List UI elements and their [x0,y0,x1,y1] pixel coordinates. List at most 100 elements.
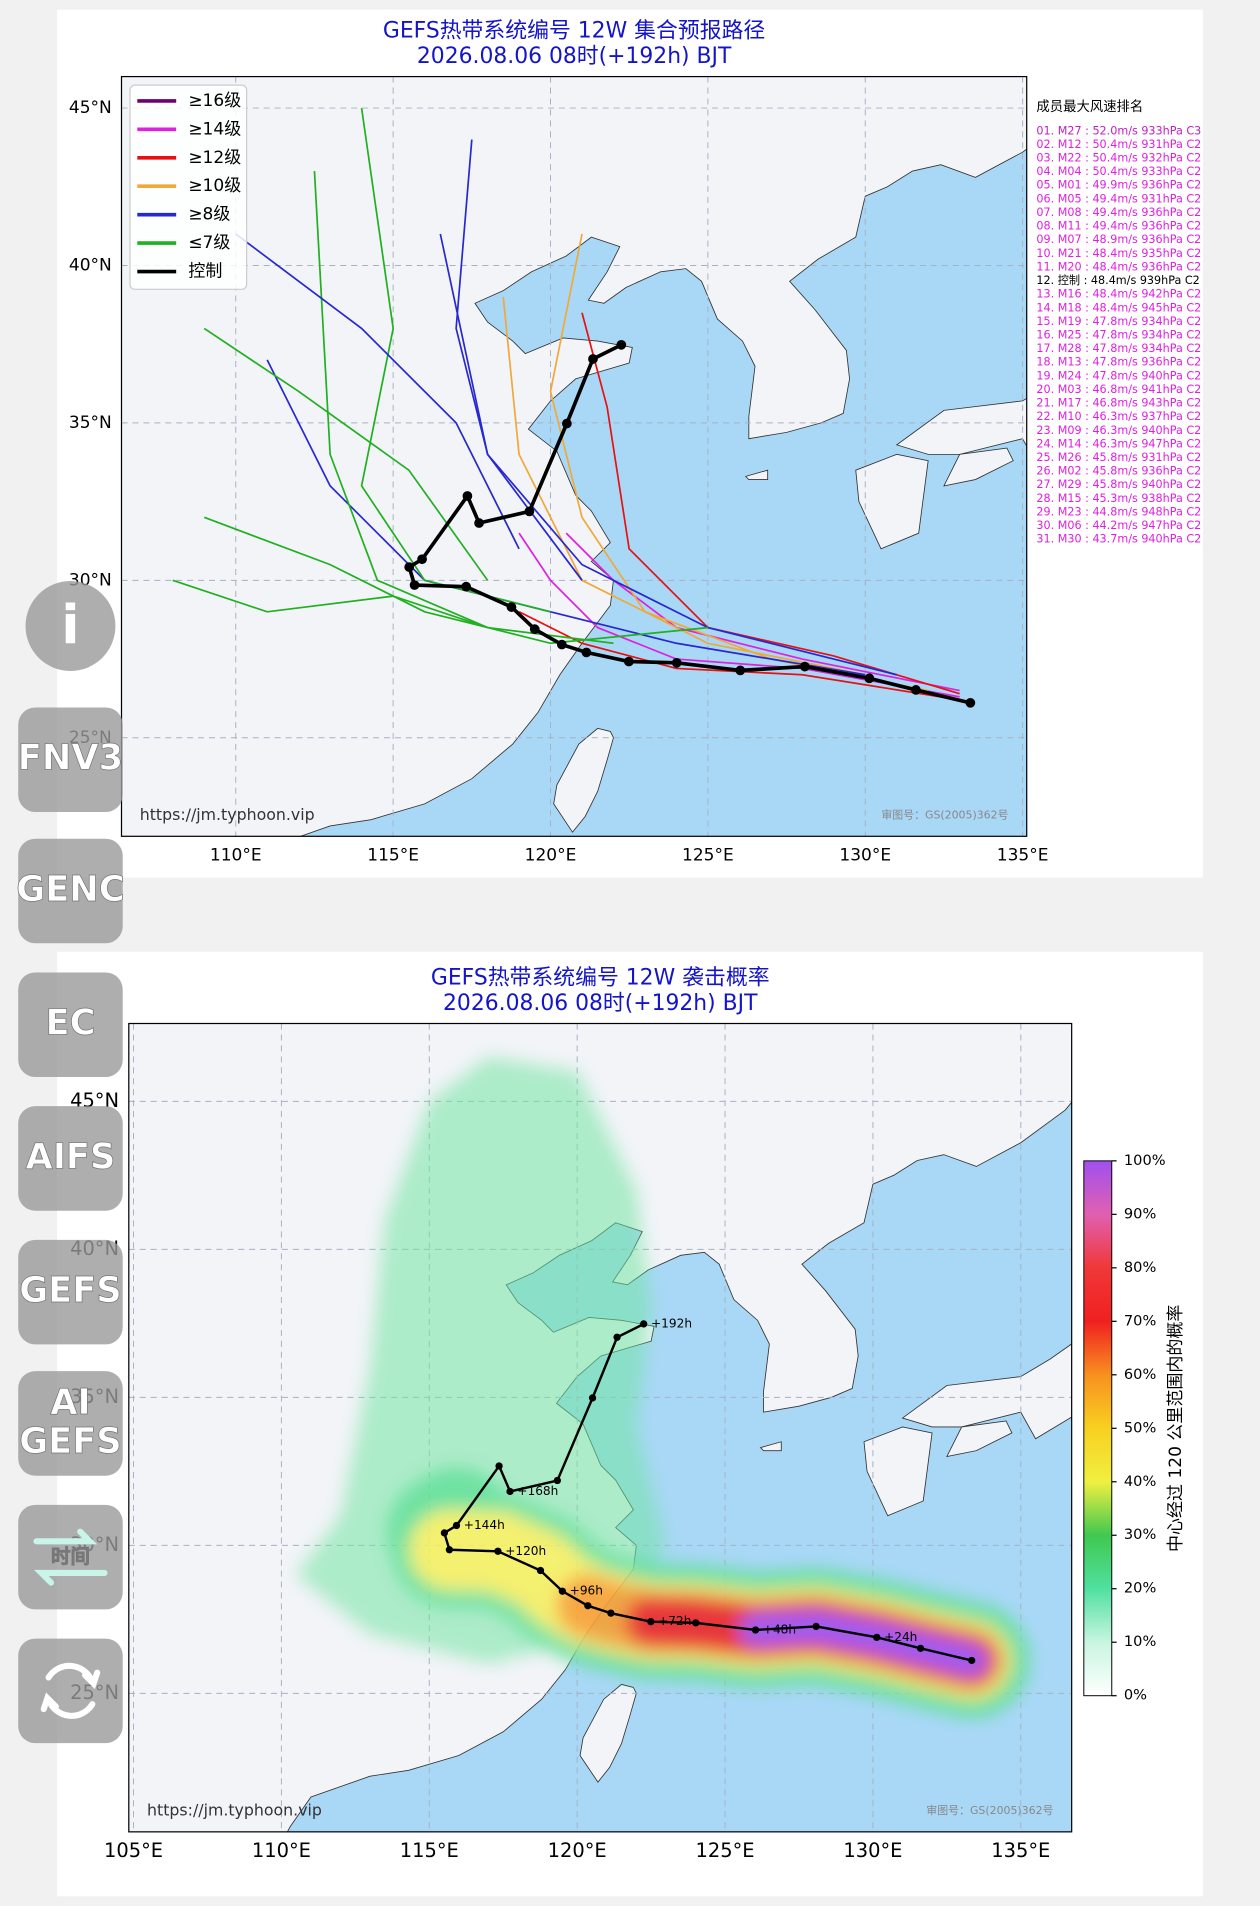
track-point [584,1602,592,1610]
track-point [812,1622,820,1631]
ranking-entry: 26. M02 : 45.8m/s 936hPa C2 [1036,465,1201,478]
track-point [640,1320,648,1328]
button-text[interactable]: EC [45,1002,96,1044]
member-track [203,516,708,645]
button-text[interactable]: FNV3 [17,737,123,779]
ranking-entry: 19. M24 : 47.8m/s 940hPa C2 [1036,369,1201,382]
ranking-entry: 17. M28 : 47.8m/s 934hPa C2 [1036,342,1201,355]
button-label[interactable]: GEFS [19,1270,122,1312]
x-tick-label: 135°E [997,846,1049,866]
track-point [873,1633,881,1642]
track-point [607,1609,615,1617]
track-point [968,1656,976,1665]
colorbar-tick-label: 100% [1124,1152,1166,1169]
info-circle[interactable] [25,581,116,671]
button-bg[interactable] [18,1106,123,1211]
track-point [536,1566,545,1575]
island [579,1683,637,1783]
info-icon[interactable]: i [61,593,79,656]
colorbar-label: 中心经过 120 公里范围内的概率 [1166,1305,1186,1552]
button-text[interactable]: 时间 [51,1544,91,1568]
ranking-entry: 04. M04 : 50.4m/s 933hPa C2 [1036,165,1201,178]
track-point [495,1462,503,1470]
colorbar-tick-label: 10% [1124,1633,1157,1650]
member-track [455,139,583,581]
track-point [692,1619,700,1627]
colorbar-tick-label: 40% [1124,1473,1157,1490]
track-point [506,1487,514,1496]
button-bg[interactable] [18,707,123,812]
button-label[interactable]: AIFS [25,1136,116,1178]
member-track [549,233,929,692]
ranking-entry: 21. M17 : 46.8m/s 943hPa C2 [1036,397,1201,410]
track-point [624,656,634,667]
model-button[interactable]: AI GEFS [18,1371,123,1476]
button-bg[interactable] [18,972,123,1077]
button-label[interactable]: GENC [16,869,125,911]
colorbar-tick-label: 30% [1124,1526,1157,1543]
button-label[interactable]: FNV3 [17,737,123,779]
x-tick-label: 120°E [525,846,577,866]
hour-label: +192h [651,1316,692,1330]
refresh-icon[interactable] [40,1662,101,1719]
model-button[interactable]: 时间 [18,1504,123,1610]
button-text[interactable]: GENC [16,869,125,911]
button-text[interactable]: GEFS [19,1270,122,1312]
button-bg[interactable] [18,1638,123,1744]
button-bg[interactable] [18,1504,123,1610]
island [895,397,1027,455]
button-bg[interactable] [18,1371,123,1476]
ranking-entry: 11. M20 : 48.4m/s 936hPa C2 [1036,260,1201,273]
model-button[interactable]: FNV3 [17,707,123,812]
refresh-button[interactable] [18,1638,123,1744]
track-point [799,661,810,672]
model-button[interactable]: AIFS [18,1106,123,1211]
track-point [751,1626,760,1634]
track-point [562,418,572,429]
model-button[interactable]: GEFS [18,1239,123,1345]
ranking-entry: 09. M07 : 48.9m/s 936hPa C2 [1036,233,1201,246]
ranking-entry: 23. M09 : 46.3m/s 940hPa C2 [1036,424,1201,437]
ranking-entry: 15. M19 : 47.8m/s 934hPa C2 [1036,315,1201,328]
ranking-heading: 成员最大风速排名 [1036,99,1143,115]
island [946,1420,1013,1458]
ranking-entry: 03. M22 : 50.4m/s 932hPa C2 [1036,152,1201,165]
track-point [461,581,472,592]
x-tick-label: 105°E [104,1839,163,1862]
track-point [616,339,627,350]
member-track [518,611,960,701]
member-track [313,170,614,645]
track-point [524,506,535,517]
map-area: +24h +48h +72h +96h +120h+144h +168h +192h [128,1023,1072,1832]
button-bg[interactable] [18,1239,123,1345]
model-button[interactable]: EC [18,972,123,1077]
button-bg[interactable] [18,838,123,944]
track-point [474,518,484,528]
ranking-entry: 28. M15 : 45.3m/s 938hPa C2 [1036,492,1201,505]
button-label[interactable]: 时间 [51,1544,91,1568]
watermark: https://jm.typhoon.vip [140,805,315,824]
time-icon[interactable] [33,1528,108,1586]
x-tick-label: 110°E [252,1839,311,1862]
hour-label: +120h [505,1544,546,1558]
button-label[interactable]: AI GEFS [19,1382,122,1463]
legend-label: ≥8级 [188,205,230,225]
button-text[interactable]: AIFS [25,1136,116,1178]
button-label[interactable]: EC [45,1002,96,1044]
track-point [462,491,473,501]
hour-label: +168h [517,1484,558,1498]
button-text[interactable]: GEFS [19,1421,122,1463]
model-button[interactable]: GENC [16,838,125,944]
ranking-entry: 08. M11 : 49.4m/s 936hPa C2 [1036,220,1201,233]
ranking-entry: 22. M10 : 46.3m/s 937hPa C2 [1036,410,1201,423]
ranking-entry: 16. M25 : 47.8m/s 934hPa C2 [1036,328,1201,341]
watermark: https://jm.typhoon.vip [147,1801,322,1820]
colorbar-tick-label: 90% [1124,1205,1157,1222]
map-title: GEFS热带系统编号 12W 袭击概率 [431,966,770,991]
track-point [452,1521,461,1530]
ranking-entry: 29. M23 : 44.8m/s 948hPa C2 [1036,505,1201,518]
island [192,892,271,942]
info-button[interactable]: i [25,581,116,671]
button-text[interactable]: AI [50,1382,91,1424]
track-point [588,1394,597,1402]
